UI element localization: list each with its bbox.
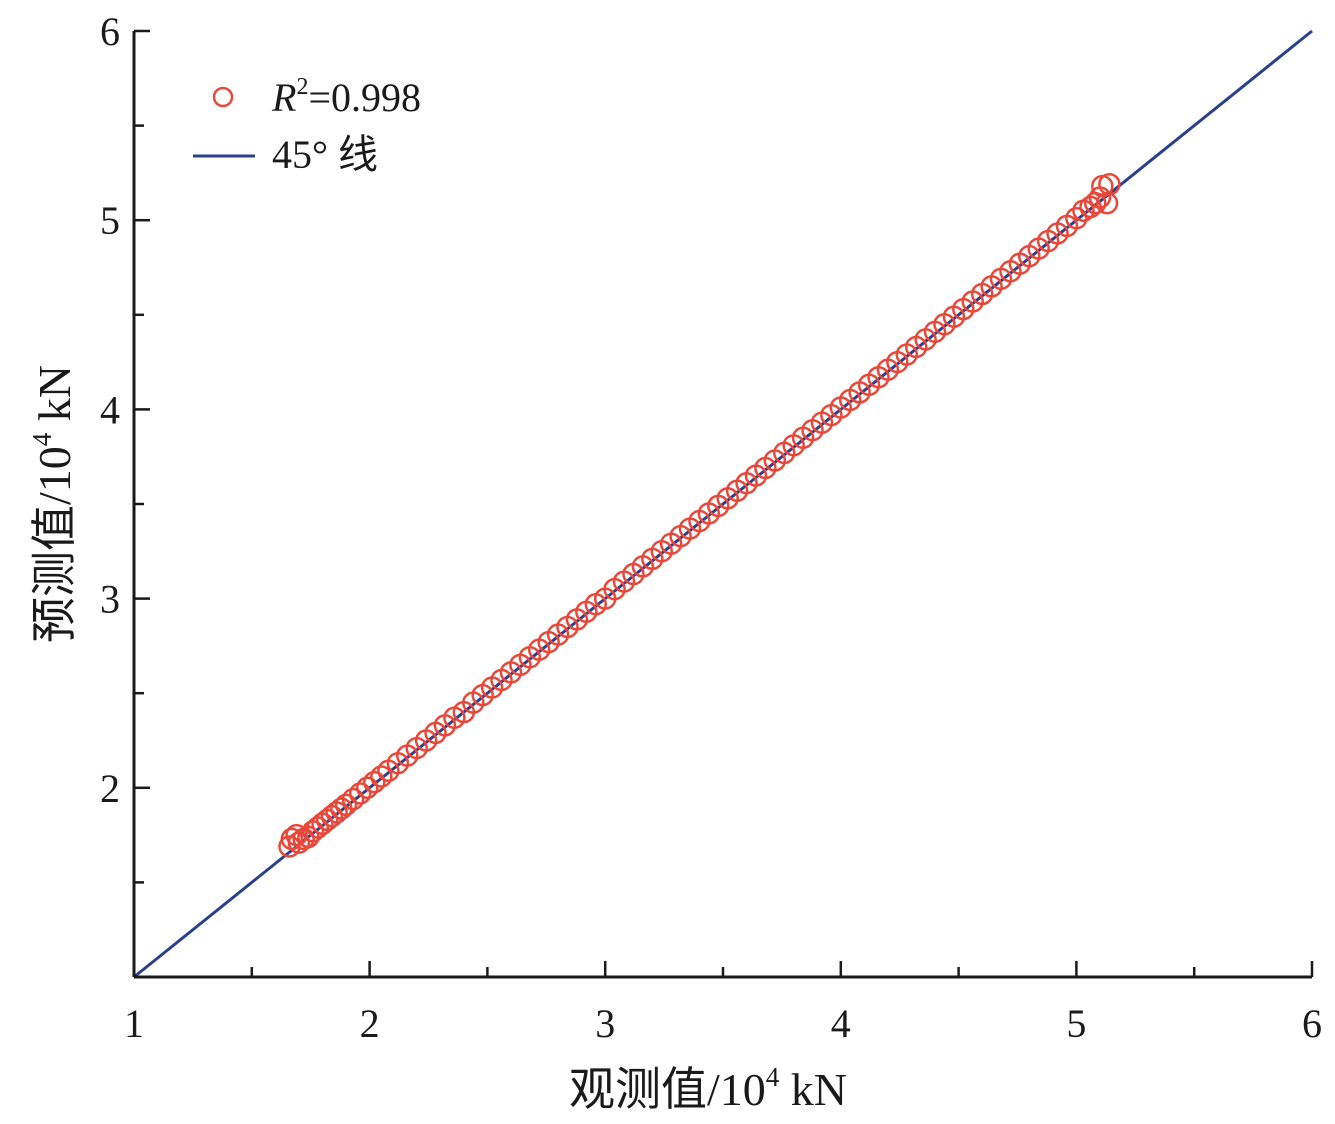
scatter-points — [278, 173, 1121, 858]
legend-line-label: 45° 线 — [272, 132, 378, 177]
legend: R2=0.998 45° 线 — [193, 74, 421, 177]
y-tick-label: 6 — [100, 9, 120, 54]
x-tick-label: 3 — [595, 1001, 615, 1046]
scatter-point — [334, 793, 358, 817]
x-tick-label: 6 — [1302, 1001, 1322, 1046]
y-tick-label: 4 — [100, 387, 120, 432]
axes: 1 2 3 4 5 6 2 3 4 5 6 — [100, 9, 1322, 1046]
x-axis-ticks: 1 2 3 4 5 6 — [124, 961, 1322, 1046]
scatter-point — [341, 787, 365, 811]
y-tick-label: 3 — [100, 577, 120, 622]
x-tick-label: 2 — [360, 1001, 380, 1046]
y-tick-label: 2 — [100, 766, 120, 811]
scatter-point — [355, 776, 379, 800]
legend-scatter-label: R2=0.998 — [271, 74, 421, 120]
x-axis-title: 观测值/104 kN — [569, 1062, 847, 1115]
plot-area — [133, 29, 1313, 979]
x-tick-label: 5 — [1066, 1001, 1086, 1046]
x-tick-label: 4 — [831, 1001, 851, 1046]
y-axis-ticks: 2 3 4 5 6 — [100, 9, 150, 884]
scatter-point — [363, 770, 386, 794]
scatter-point — [1065, 207, 1088, 230]
x-tick-label: 1 — [124, 1001, 144, 1046]
y-axis-title: 预测值/104 kN — [27, 365, 80, 643]
y-tick-label: 5 — [100, 198, 120, 243]
scatter-point — [370, 765, 393, 788]
scatter-point — [1098, 173, 1121, 196]
scatter-point — [348, 782, 372, 805]
legend-scatter-marker — [212, 86, 234, 108]
